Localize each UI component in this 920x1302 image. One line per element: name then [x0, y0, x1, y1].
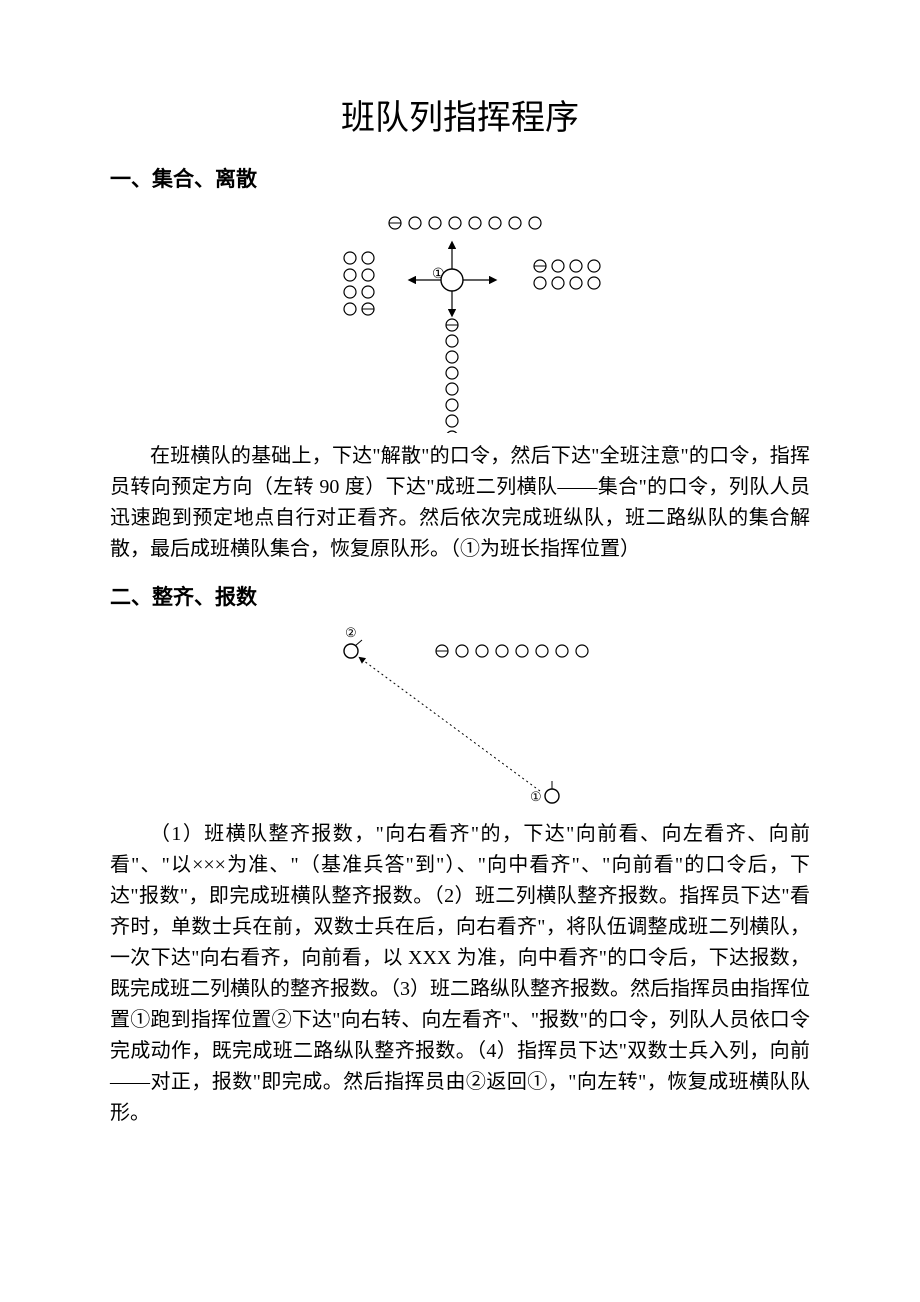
row-right [436, 645, 588, 657]
section-2-paragraph: （1）班横队整齐报数，"向右看齐"的，下达"向前看、向左看齐、向前看"、"以××… [110, 819, 810, 1129]
position-2: ② [344, 625, 362, 658]
left-block [344, 252, 374, 315]
diagram-2: ② ① [220, 621, 700, 811]
document-page: 班队列指挥程序 一、集合、离散 [0, 0, 920, 1302]
section-1-paragraph: 在班横队的基础上，下达"解散"的口令，然后下达"全班注意"的口令，指挥员转向预定… [110, 441, 810, 565]
center-commander: ① [410, 243, 495, 315]
page-title: 班队列指挥程序 [110, 90, 810, 139]
diagram-1: ① [220, 203, 700, 433]
svg-text:①: ① [530, 789, 542, 804]
right-block [534, 260, 600, 289]
top-row [389, 217, 541, 229]
section-1-heading: 一、集合、离散 [110, 163, 810, 193]
bottom-column [446, 319, 458, 433]
position-1: ① [530, 781, 559, 804]
svg-text:②: ② [345, 625, 357, 640]
dotted-path [360, 658, 540, 791]
section-2-heading: 二、整齐、报数 [110, 581, 810, 611]
